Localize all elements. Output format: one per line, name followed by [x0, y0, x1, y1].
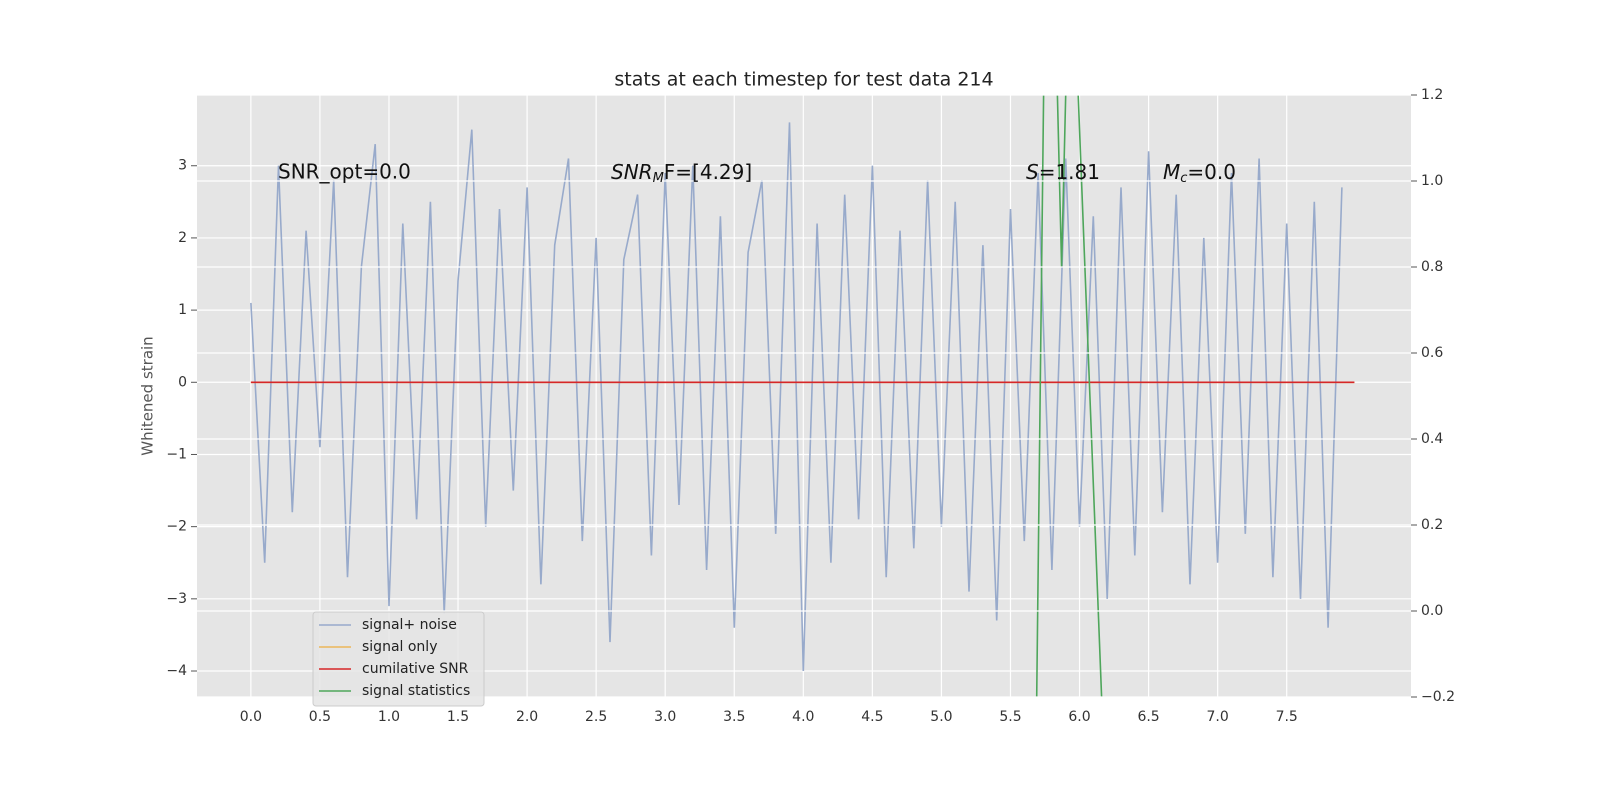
y-tick-label: −3	[166, 591, 187, 607]
annotation: S=1.81	[1026, 160, 1100, 184]
legend-label: cumilative SNR	[362, 661, 469, 677]
series-line	[250, 122, 1343, 672]
y2-tick-label: 1.2	[1421, 87, 1443, 103]
x-tick-label: 5.0	[930, 709, 952, 725]
x-tick-label: 1.5	[447, 709, 469, 725]
legend-label: signal only	[362, 639, 437, 655]
x-tick-label: 4.5	[861, 709, 883, 725]
y-tick-label: 0	[178, 374, 187, 390]
y2-tick-label: −0.2	[1421, 689, 1455, 705]
chart-title: stats at each timestep for test data 214	[614, 69, 993, 91]
x-tick-label: 4.0	[792, 709, 814, 725]
y-tick-label: −1	[166, 446, 187, 462]
x-tick-label: 7.0	[1207, 709, 1229, 725]
y2-tick-label: 0.2	[1421, 517, 1443, 533]
x-tick-label: 1.0	[378, 709, 400, 725]
y-tick-label: −2	[166, 519, 187, 535]
annotation-base: S	[1026, 160, 1039, 184]
plot-lines	[250, 95, 1355, 697]
annotation-tail: =1.81	[1039, 160, 1100, 184]
y-axis-label: Whitened strain	[139, 336, 157, 455]
y-tick-label: −4	[166, 663, 187, 679]
y2-tick-label: 0.8	[1421, 259, 1443, 275]
y2-tick-label: 0.4	[1421, 431, 1443, 447]
annotation: SNR_opt=0.0	[278, 160, 411, 184]
y2-tick-label: 0.6	[1421, 345, 1443, 361]
annotation-sub: c	[1180, 171, 1187, 186]
legend-label: signal statistics	[362, 683, 470, 699]
annotation-tail: F=[4.29]	[664, 160, 752, 184]
x-tick-label: 0.5	[309, 709, 331, 725]
y2-tick-label: 0.0	[1421, 603, 1443, 619]
annotation-sub: M	[653, 171, 664, 186]
x-tick-label: 2.5	[585, 709, 607, 725]
x-tick-label: 7.5	[1276, 709, 1298, 725]
annotation-base: M	[1163, 160, 1180, 184]
x-tick-label: 6.0	[1068, 709, 1090, 725]
annotation-base: SNR	[611, 160, 653, 184]
x-tick-label: 0.0	[240, 709, 262, 725]
x-tick-label: 3.5	[723, 709, 745, 725]
annotation: SNRMF=[4.29]	[611, 160, 752, 186]
y2-tick-label: 1.0	[1421, 173, 1443, 189]
y-tick-label: 2	[178, 230, 187, 246]
y-tick-label: 1	[178, 302, 187, 318]
legend-label: signal+ noise	[362, 617, 457, 633]
x-tick-label: 5.5	[999, 709, 1021, 725]
x-tick-label: 2.0	[516, 709, 538, 725]
plot-area	[197, 95, 1411, 697]
x-tick-label: 6.5	[1137, 709, 1159, 725]
annotation-tail: =0.0	[1187, 160, 1236, 184]
x-tick-label: 3.0	[654, 709, 676, 725]
y-tick-label: 3	[178, 158, 187, 174]
annotation: Mc=0.0	[1163, 160, 1236, 186]
legend-box	[312, 611, 485, 707]
